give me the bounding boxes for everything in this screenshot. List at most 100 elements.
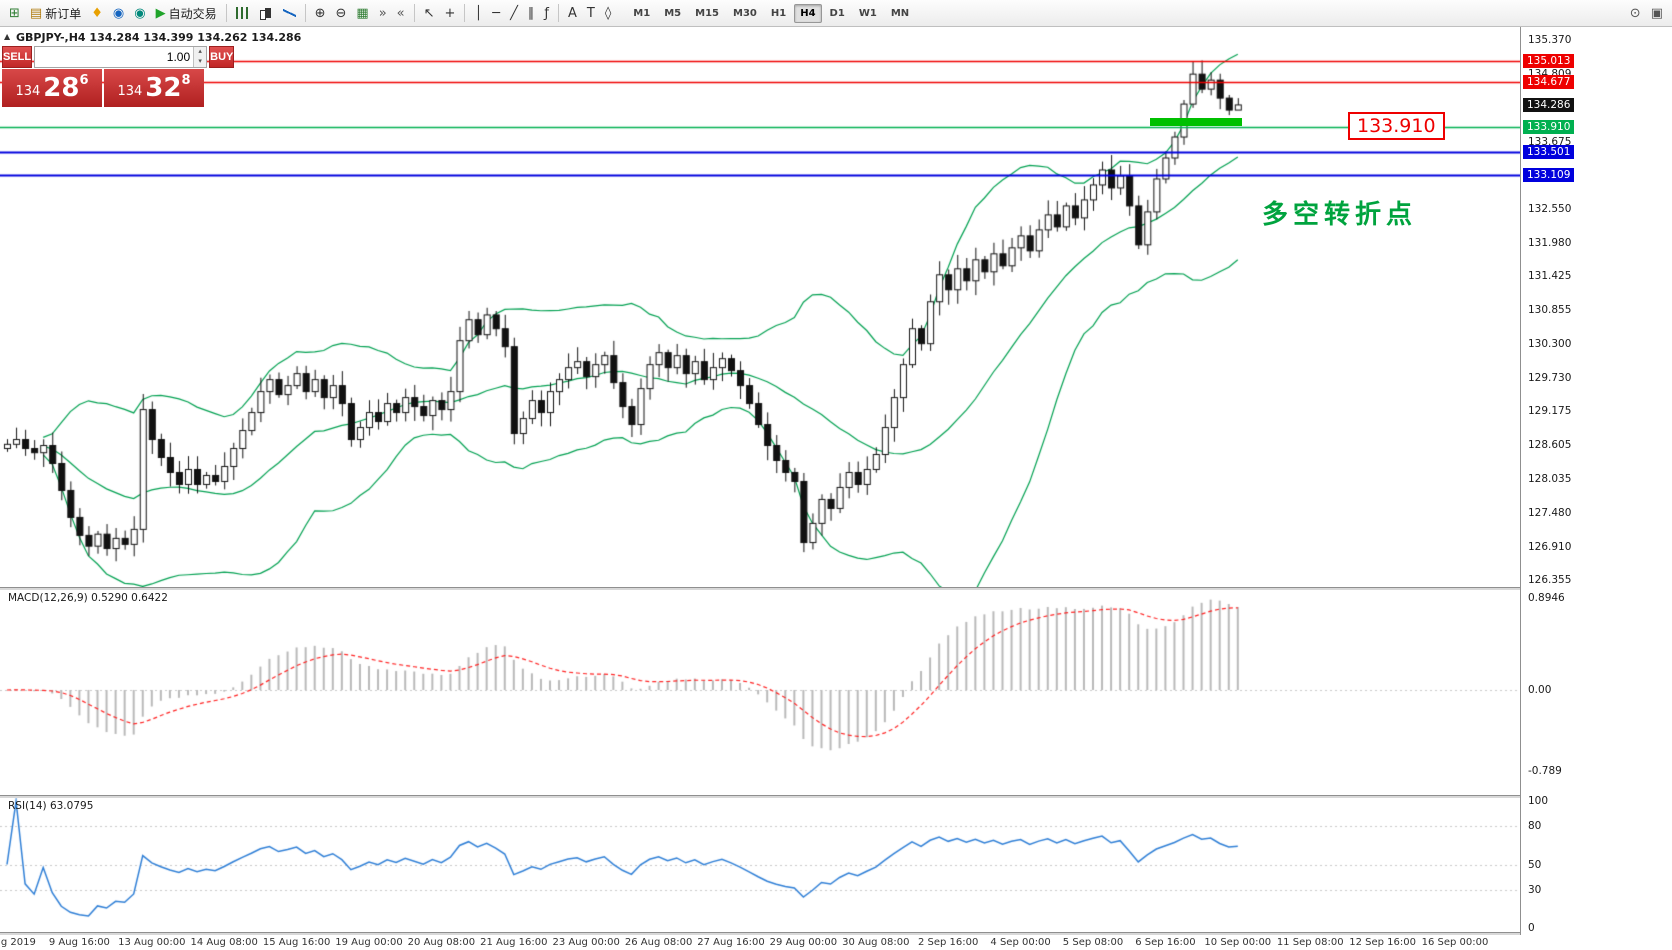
trendline-button[interactable]: ╱ <box>505 2 523 24</box>
window-button[interactable]: ▣ <box>1646 2 1668 24</box>
text-button[interactable]: A <box>563 2 582 24</box>
time-axis-label: 9 Aug 16:00 <box>48 937 110 948</box>
autotrading-icon: ▶ <box>155 5 166 21</box>
label-button[interactable]: T <box>582 2 600 24</box>
trendline-icon: ╱ <box>510 5 518 21</box>
toolbar-main-group: ⊞ ▤ 新订单 ♦ ◉ ◉ ▶ 自动交易 ⊕ ⊖ ▦ » « ↖ + │ ─ ╱ ∥ ƒ A T ◊ <box>4 2 616 24</box>
turning-point-annotation[interactable]: 多空转折点 <box>1262 200 1418 230</box>
fibonacci-icon: ƒ <box>544 5 549 21</box>
timeframe-d1[interactable]: D1 <box>829 7 845 19</box>
price-tag: 133.910 <box>1523 120 1575 135</box>
new-order-button[interactable]: ▤ 新订单 <box>25 2 86 24</box>
bid-price-button[interactable]: 134 28 6 <box>2 69 102 107</box>
search-button[interactable]: ⊙ <box>1625 2 1646 24</box>
time-axis-label: 13 Aug 00:00 <box>118 937 186 948</box>
new-chart-button[interactable]: ⊞ <box>4 2 25 24</box>
volume-decrease-button[interactable]: ▾ <box>194 57 207 67</box>
toolbar-separator <box>225 4 227 22</box>
macd-axis-label: -0.789 <box>1528 765 1562 778</box>
timeframe-m5[interactable]: M5 <box>664 7 682 19</box>
channel-icon: ∥ <box>527 5 535 21</box>
volume-increase-button[interactable]: ▴ <box>194 47 207 57</box>
toolbar-separator <box>304 4 306 22</box>
rsi-axis-label: 100 <box>1528 795 1549 807</box>
candle-chart-button[interactable] <box>254 2 278 24</box>
community-button[interactable]: ◉ <box>129 2 150 24</box>
toolbar-separator <box>558 4 559 22</box>
vertical-line-icon: │ <box>474 5 483 21</box>
channel-button[interactable]: ∥ <box>523 2 540 24</box>
toolbar-separator <box>413 4 415 22</box>
timeframe-m1[interactable]: M1 <box>633 7 651 19</box>
label-icon: T <box>586 5 595 21</box>
window-icon: ▣ <box>1650 5 1663 21</box>
price-axis[interactable]: 135.370134.809133.675132.550131.980131.4… <box>1520 27 1672 935</box>
bid-prefix: 134 <box>15 83 41 99</box>
zoom-out-button[interactable]: ⊖ <box>330 2 351 24</box>
timeframe-h4[interactable]: H4 <box>794 3 822 23</box>
time-axis-label: 12 Sep 16:00 <box>1349 937 1416 948</box>
macd-panel-canvas[interactable] <box>0 590 1520 795</box>
sell-button[interactable]: SELL <box>2 46 33 68</box>
timeframe-mn[interactable]: MN <box>890 7 910 19</box>
price-level-callout[interactable]: 133.910 <box>1348 112 1445 141</box>
new-order-label: 新订单 <box>45 6 82 21</box>
ohlc-marker-icon: ▲ <box>4 32 11 41</box>
shapes-button[interactable]: ◊ <box>600 2 616 24</box>
price-axis-label: 131.980 <box>1528 237 1572 250</box>
time-axis-label: 11 Sep 08:00 <box>1276 937 1344 948</box>
auto-scroll-icon: » <box>378 5 387 21</box>
price-axis-label: 127.480 <box>1528 506 1572 519</box>
buy-button[interactable]: BUY <box>209 46 235 68</box>
fibonacci-button[interactable]: ƒ <box>539 2 554 24</box>
metaeditor-button[interactable]: ♦ <box>86 2 108 24</box>
ask-price-button[interactable]: 134 32 8 <box>104 69 204 107</box>
rsi-axis-label: 80 <box>1528 820 1542 833</box>
volume-spinner: ▴ ▾ <box>193 47 207 67</box>
timeframe-m15[interactable]: M15 <box>695 7 720 19</box>
price-axis-label: 130.300 <box>1528 337 1572 350</box>
zoom-out-icon: ⊖ <box>335 5 347 21</box>
autotrading-button[interactable]: ▶ 自动交易 <box>151 2 222 24</box>
main-chart-canvas[interactable] <box>0 27 1520 587</box>
price-axis-label: 133.675 <box>1528 135 1572 148</box>
horizontal-line-button[interactable]: ─ <box>487 2 505 24</box>
rsi-panel-canvas[interactable] <box>0 798 1520 932</box>
tile-windows-icon: ▦ <box>356 5 369 21</box>
profile-icon: ◉ <box>112 5 125 21</box>
toolbar: ⊞ ▤ 新订单 ♦ ◉ ◉ ▶ 自动交易 ⊕ ⊖ ▦ » « ↖ + │ ─ ╱ ∥ ƒ A T ◊ M1 M5 M15 M30 H… <box>0 0 1672 27</box>
cursor-button[interactable]: ↖ <box>419 2 440 24</box>
bar-chart-icon <box>235 7 249 19</box>
auto-scroll-button[interactable]: » <box>374 2 392 24</box>
bar-chart-button[interactable] <box>231 2 254 24</box>
line-chart-button[interactable] <box>278 2 301 24</box>
cursor-icon: ↖ <box>423 5 435 21</box>
time-axis-label: 5 Sep 08:00 <box>1062 937 1124 948</box>
zoom-in-button[interactable]: ⊕ <box>310 2 331 24</box>
panel-separator[interactable] <box>0 795 1672 798</box>
time-axis-label: 16 Sep 00:00 <box>1421 937 1489 948</box>
time-axis-label: 4 Sep 00:00 <box>990 937 1051 948</box>
timeframe-w1[interactable]: W1 <box>858 7 877 19</box>
search-icon: ⊙ <box>1629 5 1641 21</box>
chart-shift-button[interactable]: « <box>392 2 410 24</box>
timeframe-m30[interactable]: M30 <box>733 7 757 19</box>
support-highlight-bar[interactable] <box>1150 118 1242 127</box>
text-icon: A <box>568 5 577 21</box>
vertical-line-button[interactable]: │ <box>469 2 487 24</box>
panel-separator[interactable] <box>0 932 1672 935</box>
tile-windows-button[interactable]: ▦ <box>351 2 373 24</box>
volume-input[interactable] <box>35 47 194 67</box>
price-tag: 133.109 <box>1523 168 1575 183</box>
macd-axis-label: 0.00 <box>1528 684 1552 696</box>
time-axis-label: 6 Sep 16:00 <box>1135 937 1196 948</box>
profile-button[interactable]: ◉ <box>108 2 129 24</box>
timeframe-h1[interactable]: H1 <box>770 7 787 19</box>
new-order-icon: ▤ <box>29 5 43 21</box>
timeframe-toolbar: M1 M5 M15 M30 H1 H4 D1 W1 MN <box>626 3 916 23</box>
panel-separator[interactable] <box>0 587 1672 590</box>
time-axis[interactable]: 8 Aug 2019 9 Aug 16:00 13 Aug 00:00 14 Aug … <box>0 935 1672 950</box>
rsi-axis-label: 50 <box>1528 858 1542 871</box>
crosshair-button[interactable]: + <box>440 2 461 24</box>
